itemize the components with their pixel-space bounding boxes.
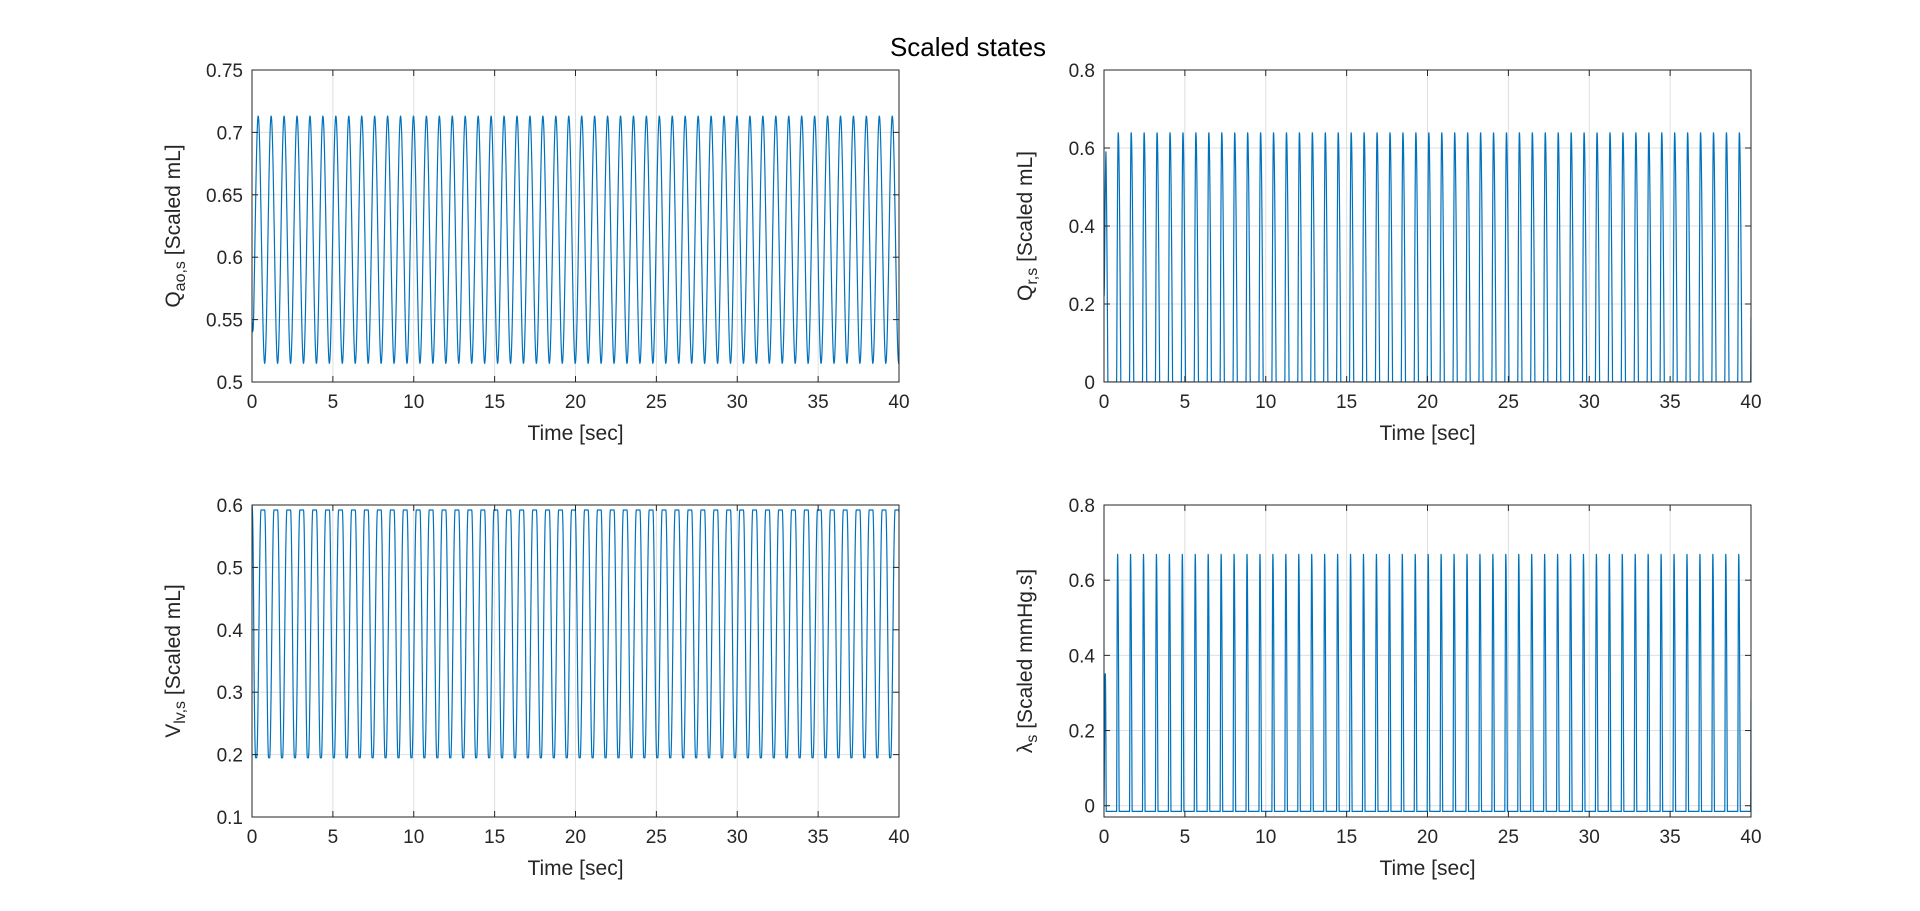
y-tick-label: 0.6 [1069, 571, 1095, 592]
y-tick-label: 0.7 [217, 123, 243, 144]
y-tick-label: 0.6 [217, 496, 243, 517]
y-tick-label: 0.6 [217, 248, 243, 269]
series-line-0 [1104, 132, 1751, 382]
y-label-main: V [162, 724, 185, 738]
y-axis-label: Qr,s [Scaled mL] [1014, 151, 1041, 301]
x-tick-label: 10 [1255, 392, 1276, 413]
x-tick-label: 10 [403, 392, 424, 413]
y-label-units: [Scaled mL] [162, 144, 185, 261]
y-tick-label: 0.1 [217, 808, 243, 829]
y-label-subscript: lv,s [172, 701, 189, 724]
x-tick-label: 20 [1417, 827, 1438, 848]
y-tick-label: 0.3 [217, 683, 243, 704]
subplot-q-ao: 0 5 10 15 20 25 30 35 40 0.5 0.55 0.6 0.65 0.7 0.75 Tim… [162, 61, 910, 445]
x-tick-label: 15 [484, 827, 505, 848]
y-tick-label: 0.8 [1069, 496, 1095, 517]
y-tick-label: 0.2 [1069, 722, 1095, 743]
y-label-main: Q [1014, 285, 1037, 301]
x-tick-label: 5 [1180, 827, 1191, 848]
x-tick-label: 0 [1099, 392, 1110, 413]
x-tick-label: 20 [565, 392, 586, 413]
x-axis-label: Time [sec] [1379, 857, 1475, 880]
y-tick-label: 0.65 [206, 186, 243, 207]
x-tick-label: 25 [1498, 392, 1519, 413]
subplot-v-lv: 0 5 10 15 20 25 30 35 40 0.1 0.2 0.3 0.4 0.5 0.6 Time [… [162, 496, 910, 880]
x-tick-label: 40 [888, 392, 909, 413]
y-tick-label: 0.5 [217, 558, 243, 579]
x-tick-label: 35 [1660, 392, 1681, 413]
y-tick-label: 0.4 [1069, 646, 1096, 667]
x-tick-label: 30 [727, 392, 748, 413]
x-axis-label: Time [sec] [1379, 422, 1475, 445]
y-label-units: [Scaled mL] [1014, 151, 1037, 268]
x-tick-label: 10 [1255, 827, 1276, 848]
x-tick-label: 0 [247, 392, 258, 413]
x-tick-label: 15 [1336, 827, 1357, 848]
y-label-subscript: ao,s [172, 261, 189, 291]
x-axis-label: Time [sec] [527, 857, 623, 880]
series-line-0 [252, 115, 899, 365]
y-tick-label: 0.8 [1069, 61, 1095, 82]
y-tick-label: 0.5 [217, 373, 243, 394]
y-axis-label: Vlv,s [Scaled mL] [162, 584, 189, 738]
x-tick-label: 30 [1579, 392, 1600, 413]
x-tick-label: 30 [1579, 827, 1600, 848]
y-tick-label: 0 [1084, 797, 1095, 818]
y-axis-label: λs [Scaled mmHg.s] [1014, 569, 1041, 753]
y-axis-label: Qao,s [Scaled mL] [162, 144, 189, 307]
y-label-main: Q [162, 291, 185, 307]
x-tick-label: 35 [808, 392, 829, 413]
x-tick-label: 15 [1336, 392, 1357, 413]
x-tick-label: 0 [247, 827, 258, 848]
subplot-q-r: 0 5 10 15 20 25 30 35 40 0 0.2 0.4 0.6 0.8 Time [sec] Q… [1014, 61, 1762, 445]
y-label-subscript: s [1024, 735, 1041, 743]
y-label-subscript: r,s [1024, 268, 1041, 285]
y-tick-label: 0.4 [217, 621, 244, 642]
y-tick-label: 0.75 [206, 61, 243, 82]
y-tick-label: 0.55 [206, 311, 243, 332]
x-tick-label: 5 [328, 827, 339, 848]
x-tick-label: 25 [646, 392, 667, 413]
subplot-lambda: 0 5 10 15 20 25 30 35 40 0 0.2 0.4 0.6 0.8 Time [sec] λ… [1014, 496, 1762, 880]
x-tick-label: 35 [1660, 827, 1681, 848]
x-tick-label: 10 [403, 827, 424, 848]
series-line-0 [1104, 553, 1751, 812]
x-tick-label: 30 [727, 827, 748, 848]
x-tick-label: 20 [565, 827, 586, 848]
x-tick-label: 40 [1740, 827, 1761, 848]
y-label-units: [Scaled mL] [162, 584, 185, 701]
x-tick-label: 15 [484, 392, 505, 413]
y-tick-label: 0 [1084, 373, 1095, 394]
y-tick-label: 0.2 [1069, 295, 1095, 316]
x-tick-label: 20 [1417, 392, 1438, 413]
x-tick-label: 25 [1498, 827, 1519, 848]
x-tick-label: 5 [1180, 392, 1191, 413]
x-axis-label: Time [sec] [527, 422, 623, 445]
x-tick-label: 35 [808, 827, 829, 848]
x-tick-label: 40 [1740, 392, 1761, 413]
figure-title: Scaled states [890, 32, 1046, 62]
y-tick-label: 0.2 [217, 746, 243, 767]
x-tick-label: 5 [328, 392, 339, 413]
x-tick-label: 40 [888, 827, 909, 848]
y-tick-label: 0.6 [1069, 139, 1095, 160]
y-tick-label: 0.4 [1069, 217, 1096, 238]
y-label-units: [Scaled mmHg.s] [1014, 569, 1037, 735]
series-line-0 [252, 505, 899, 759]
x-tick-label: 0 [1099, 827, 1110, 848]
y-label-main: λ [1014, 742, 1037, 753]
x-tick-label: 25 [646, 827, 667, 848]
subplots: 0 5 10 15 20 25 30 35 400.50.550.60.650.70.75Tim… [162, 61, 1762, 880]
